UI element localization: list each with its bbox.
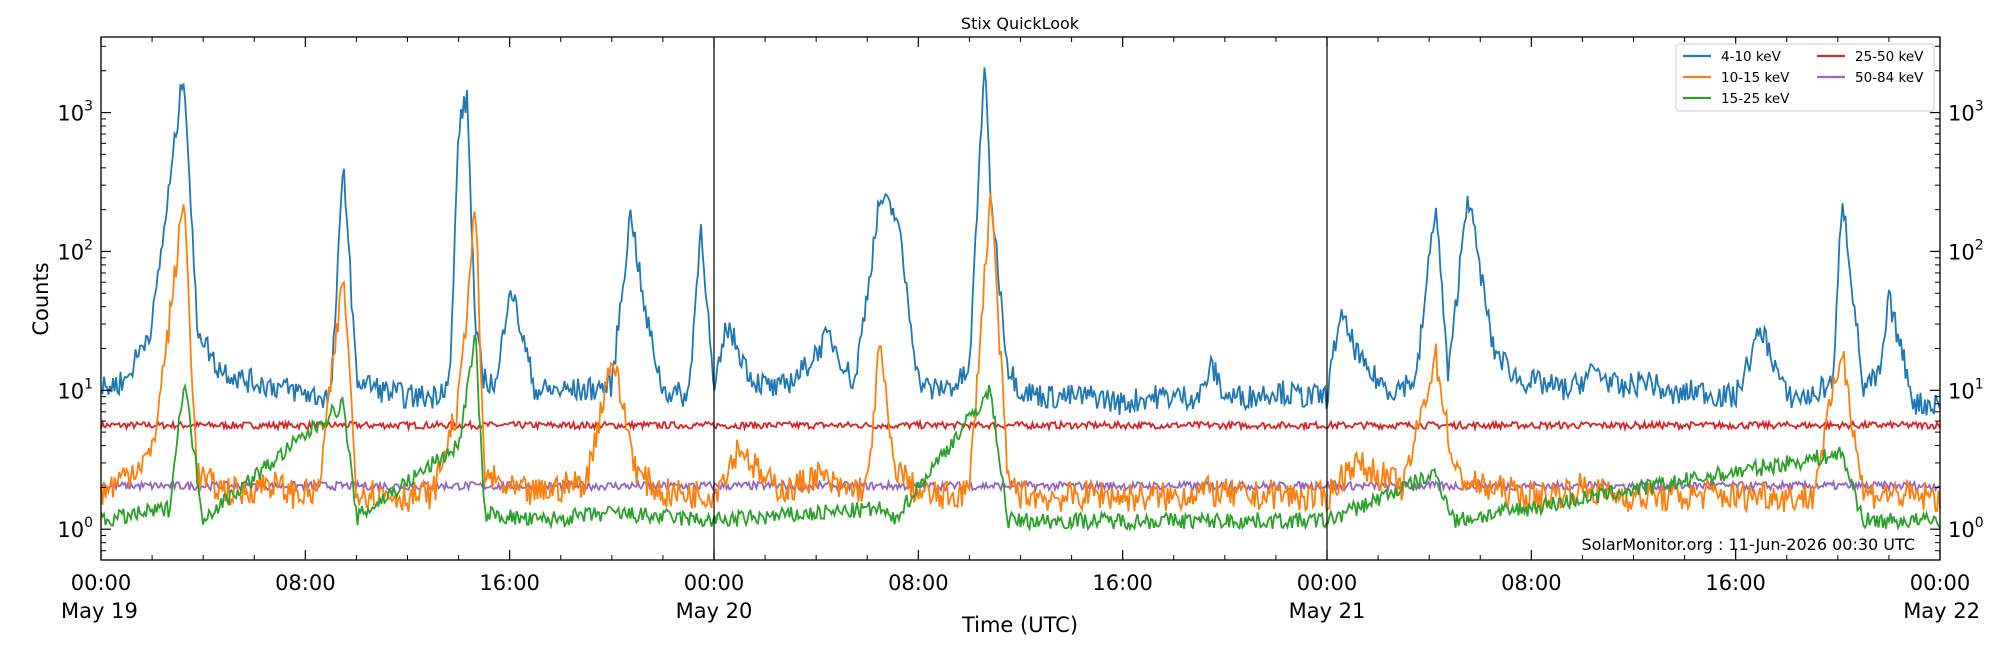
x-tick-label: 00:00 (71, 571, 132, 595)
plot-frame (100, 36, 1941, 561)
x-tick-label: 16:00 (1705, 571, 1766, 595)
watermark-text: SolarMonitor.org : 11-Jun-2026 00:30 UTC (1581, 535, 1915, 554)
legend-label: 25-50 keV (1855, 49, 1924, 65)
x-tick-label: 08:00 (1501, 571, 1562, 595)
day-divider-layer (713, 37, 1328, 560)
x-tick-label: 16:00 (479, 571, 540, 595)
x-tick-date-label: May 19 (61, 599, 138, 623)
y-tick-label: 103 (1948, 99, 1984, 126)
x-tick-date-label: May 20 (676, 599, 753, 623)
series-line-4-10-kev (100, 67, 1941, 416)
x-tick-label: 00:00 (684, 571, 745, 595)
y-axis-label: Counts (29, 262, 53, 335)
x-tick-date-label: May 22 (1903, 599, 1980, 623)
legend-label: 15-25 keV (1721, 91, 1790, 107)
series-layer (100, 67, 1941, 533)
legend-entries: 4-10 keV 10-15 keV 15-25 keV 25-50 keV 50-84… (1683, 49, 1924, 107)
chart-title: Stix QuickLook (961, 14, 1080, 33)
series-line-15-25-kev (100, 334, 1941, 533)
y-tick-label: 100 (1948, 515, 1984, 542)
x-tick-label: 16:00 (1092, 571, 1153, 595)
series-line-25-50-kev (100, 418, 1941, 433)
x-tick-label: 08:00 (888, 571, 949, 595)
series-line-10-15-kev (100, 193, 1941, 514)
y-tick-label: 101 (1948, 376, 1984, 403)
x-tick-label: 00:00 (1297, 571, 1358, 595)
legend-label: 10-15 keV (1721, 70, 1790, 86)
y-tick-label: 103 (57, 99, 93, 126)
x-axis-label: Time (UTC) (961, 613, 1078, 637)
legend-label: 4-10 keV (1721, 49, 1782, 65)
legend: 4-10 keV 10-15 keV 15-25 keV 25-50 keV 50-84… (1675, 43, 1935, 112)
x-tick-label: 08:00 (275, 571, 336, 595)
x-tick-label: 00:00 (1910, 571, 1971, 595)
tick-layer: 00:00 May 19 08:00 16:00 00:00 May 20 08:00 16:… (57, 37, 1984, 623)
y-tick-label: 100 (57, 515, 93, 542)
legend-label: 50-84 keV (1855, 70, 1924, 86)
x-tick-date-label: May 21 (1289, 599, 1366, 623)
y-tick-label: 101 (57, 376, 93, 403)
legend-box (1675, 43, 1935, 112)
y-tick-label: 102 (57, 237, 93, 264)
y-tick-label: 102 (1948, 237, 1984, 264)
